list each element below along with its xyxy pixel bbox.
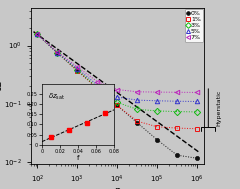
0%: [76, 70, 79, 72]
Line: 7%: 7%: [35, 32, 199, 95]
1%: [96, 87, 99, 89]
Line: 5%: 5%: [35, 32, 199, 104]
0%: [136, 122, 138, 124]
5%: [116, 96, 119, 98]
X-axis label: f: f: [77, 155, 79, 161]
5%: [176, 100, 179, 102]
3%: [136, 108, 138, 110]
Line: 3%: 3%: [35, 32, 199, 114]
5%: [76, 67, 79, 70]
3%: [116, 101, 119, 104]
7%: [96, 80, 99, 83]
5%: [56, 52, 59, 54]
7%: [36, 33, 39, 36]
3%: [176, 110, 179, 113]
7%: [136, 91, 138, 93]
5%: [196, 100, 198, 103]
1%: [36, 33, 39, 36]
0%: [156, 139, 158, 141]
5%: [36, 33, 39, 36]
0%: [176, 154, 179, 156]
5%: [136, 99, 138, 101]
0%: [116, 104, 119, 107]
1%: [176, 127, 179, 129]
Line: 1%: 1%: [35, 32, 199, 131]
7%: [156, 91, 158, 93]
0%: [56, 52, 59, 54]
0%: [96, 87, 99, 89]
3%: [196, 111, 198, 113]
3%: [36, 33, 39, 36]
7%: [116, 88, 119, 91]
1%: [196, 128, 198, 130]
0%: [36, 33, 39, 36]
3%: [96, 86, 99, 89]
3%: [156, 110, 158, 112]
3%: [76, 69, 79, 71]
7%: [76, 66, 79, 68]
Text: $\delta z_{\rm sat}$: $\delta z_{\rm sat}$: [48, 91, 65, 101]
7%: [176, 91, 179, 93]
1%: [156, 126, 158, 128]
1%: [76, 70, 79, 72]
1%: [56, 52, 59, 54]
Y-axis label: δz: δz: [0, 81, 3, 91]
7%: [56, 51, 59, 53]
5%: [96, 84, 99, 86]
Legend: 0%, 1%, 3%, 5%, 7%: 0%, 1%, 3%, 5%, 7%: [185, 9, 203, 42]
7%: [196, 91, 198, 94]
X-axis label: p: p: [114, 186, 121, 189]
Line: 0%: 0%: [35, 32, 199, 160]
1%: [136, 120, 138, 122]
5%: [156, 100, 158, 102]
1%: [116, 104, 119, 107]
3%: [56, 52, 59, 54]
0%: [196, 157, 198, 159]
Text: Hyperstatic: Hyperstatic: [216, 90, 221, 126]
